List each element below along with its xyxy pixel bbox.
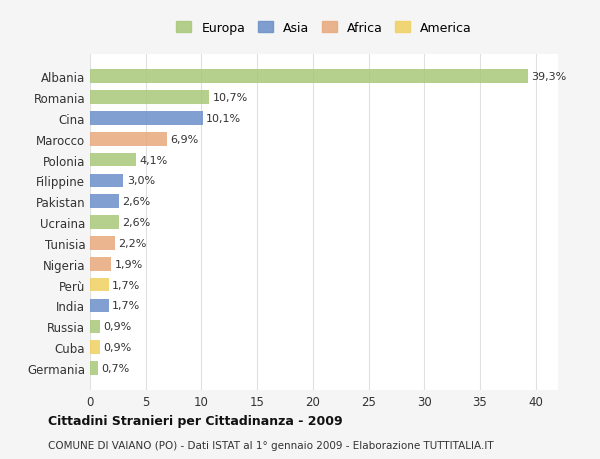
Bar	[90, 278, 109, 292]
Text: 2,2%: 2,2%	[118, 238, 146, 248]
Bar	[90, 153, 136, 167]
Text: 2,6%: 2,6%	[122, 197, 151, 207]
Text: 10,7%: 10,7%	[212, 93, 248, 103]
Bar	[90, 91, 209, 105]
Text: 1,7%: 1,7%	[112, 301, 140, 311]
Text: 2,6%: 2,6%	[122, 218, 151, 228]
Legend: Europa, Asia, Africa, America: Europa, Asia, Africa, America	[173, 18, 475, 38]
Bar	[90, 195, 119, 208]
Text: 6,9%: 6,9%	[170, 134, 199, 145]
Text: 0,9%: 0,9%	[103, 342, 131, 353]
Bar	[90, 174, 124, 188]
Bar	[90, 341, 100, 354]
Bar	[90, 257, 111, 271]
Bar	[90, 361, 98, 375]
Text: 10,1%: 10,1%	[206, 114, 241, 123]
Bar	[90, 237, 115, 250]
Bar	[90, 216, 119, 230]
Bar	[90, 112, 203, 125]
Bar	[90, 320, 100, 333]
Bar	[90, 133, 167, 146]
Text: 0,7%: 0,7%	[101, 363, 130, 373]
Text: Cittadini Stranieri per Cittadinanza - 2009: Cittadini Stranieri per Cittadinanza - 2…	[48, 414, 343, 427]
Text: 1,7%: 1,7%	[112, 280, 140, 290]
Text: COMUNE DI VAIANO (PO) - Dati ISTAT al 1° gennaio 2009 - Elaborazione TUTTITALIA.: COMUNE DI VAIANO (PO) - Dati ISTAT al 1°…	[48, 440, 494, 450]
Text: 39,3%: 39,3%	[531, 72, 566, 82]
Text: 0,9%: 0,9%	[103, 322, 131, 331]
Bar	[90, 299, 109, 313]
Bar	[90, 70, 528, 84]
Text: 3,0%: 3,0%	[127, 176, 155, 186]
Text: 1,9%: 1,9%	[115, 259, 143, 269]
Text: 4,1%: 4,1%	[139, 155, 167, 165]
